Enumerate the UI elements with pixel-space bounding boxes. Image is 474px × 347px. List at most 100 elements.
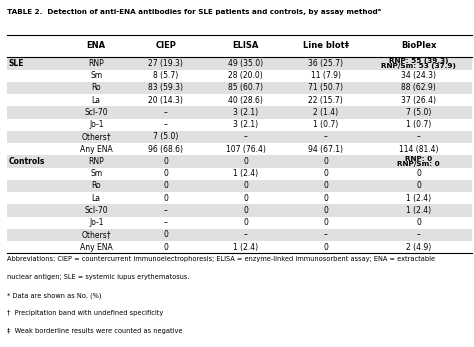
Text: 0: 0 [164,157,168,166]
Text: ELISA: ELISA [233,42,259,50]
Text: Any ENA: Any ENA [80,145,112,154]
Text: * Data are shown as No. (%): * Data are shown as No. (%) [7,292,101,299]
Text: 0: 0 [164,194,168,203]
Text: Sm: Sm [90,169,102,178]
Text: 0: 0 [323,169,328,178]
Text: RNP/Sm: 0: RNP/Sm: 0 [397,161,440,167]
Text: RNP: RNP [88,59,104,68]
Text: 0: 0 [416,169,421,178]
Text: RNP: RNP [88,157,104,166]
Bar [7,82,472,94]
Text: 11 (7.9): 11 (7.9) [311,71,341,80]
Text: SLE: SLE [9,59,24,68]
Text: 0: 0 [164,169,168,178]
Text: Line blot‡: Line blot‡ [303,42,349,50]
Text: 0: 0 [164,230,168,239]
Text: 27 (19.3): 27 (19.3) [148,59,183,68]
Text: –: – [164,120,168,129]
Text: 88 (62.9): 88 (62.9) [401,83,436,92]
Text: 0: 0 [243,206,248,215]
Text: Abbreviations: CIEP = countercurrent immunoelectrophoresis; ELISA = enzyme-linke: Abbreviations: CIEP = countercurrent imm… [7,256,435,262]
Bar [7,155,472,168]
Text: 0: 0 [323,194,328,203]
Text: –: – [244,230,248,239]
Text: 96 (68.6): 96 (68.6) [148,145,183,154]
Text: 1 (2.4): 1 (2.4) [233,169,258,178]
Text: –: – [417,133,420,141]
Text: Jo-1: Jo-1 [89,218,103,227]
Text: 1 (0.7): 1 (0.7) [406,120,431,129]
Text: 94 (67.1): 94 (67.1) [308,145,343,154]
Bar [7,106,472,119]
Text: 2 (4.9): 2 (4.9) [406,243,431,252]
Text: 0: 0 [243,194,248,203]
Text: –: – [324,230,328,239]
Text: CIEP: CIEP [155,42,176,50]
Text: 0: 0 [416,181,421,191]
Text: 22 (15.7): 22 (15.7) [309,96,343,105]
Text: 0: 0 [323,206,328,215]
Text: 7 (5.0): 7 (5.0) [406,108,431,117]
Text: 0: 0 [243,157,248,166]
Text: 0: 0 [243,181,248,191]
Text: 2 (1.4): 2 (1.4) [313,108,338,117]
Text: Others†: Others† [82,133,111,141]
Text: 1 (2.4): 1 (2.4) [233,243,258,252]
Text: –: – [244,133,248,141]
Text: –: – [417,230,420,239]
Text: Others†: Others† [82,230,111,239]
Text: RNP: 55 (39.3): RNP: 55 (39.3) [389,58,448,64]
Text: Controls: Controls [9,157,45,166]
Text: 20 (14.3): 20 (14.3) [148,96,183,105]
Text: 0: 0 [323,157,328,166]
Text: 114 (81.4): 114 (81.4) [399,145,438,154]
Text: –: – [324,133,328,141]
Text: Any ENA: Any ENA [80,243,112,252]
Text: Scl-70: Scl-70 [84,108,108,117]
Text: 37 (26.4): 37 (26.4) [401,96,436,105]
Text: RNP: 0: RNP: 0 [405,156,432,162]
Text: RNP/Sm: 53 (37.9): RNP/Sm: 53 (37.9) [381,63,456,69]
Text: Ro: Ro [91,181,101,191]
Text: nuclear antigen; SLE = systemic lupus erythematosus.: nuclear antigen; SLE = systemic lupus er… [7,274,190,280]
Bar [7,180,472,192]
Text: Jo-1: Jo-1 [89,120,103,129]
Bar [7,229,472,241]
Text: TABLE 2.  Detection of anti-ENA antibodies for SLE patients and controls, by ass: TABLE 2. Detection of anti-ENA antibodie… [7,9,381,15]
Bar [7,131,472,143]
Text: 0: 0 [164,243,168,252]
Text: 0: 0 [164,181,168,191]
Text: ENA: ENA [87,42,106,50]
Text: Sm: Sm [90,71,102,80]
Text: 0: 0 [323,218,328,227]
Text: ‡  Weak borderline results were counted as negative: ‡ Weak borderline results were counted a… [7,328,182,334]
Text: Scl-70: Scl-70 [84,206,108,215]
Text: 3 (2.1): 3 (2.1) [233,108,258,117]
Text: 0: 0 [243,218,248,227]
Text: –: – [164,206,168,215]
Text: 34 (24.3): 34 (24.3) [401,71,436,80]
Text: 28 (20.0): 28 (20.0) [228,71,263,80]
Text: 1 (2.4): 1 (2.4) [406,194,431,203]
Text: 49 (35.0): 49 (35.0) [228,59,264,68]
Text: 83 (59.3): 83 (59.3) [148,83,183,92]
Text: 40 (28.6): 40 (28.6) [228,96,263,105]
Text: 85 (60.7): 85 (60.7) [228,83,264,92]
Text: 1 (2.4): 1 (2.4) [406,206,431,215]
Text: 1 (0.7): 1 (0.7) [313,120,338,129]
Text: †  Precipitation band with undefined specificity: † Precipitation band with undefined spec… [7,310,164,316]
Text: Ro: Ro [91,83,101,92]
Text: BioPlex: BioPlex [401,42,437,50]
Text: 0: 0 [323,181,328,191]
Text: 8 (5.7): 8 (5.7) [153,71,178,80]
Text: 107 (76.4): 107 (76.4) [226,145,266,154]
Text: La: La [91,96,100,105]
Text: –: – [164,108,168,117]
Text: 3 (2.1): 3 (2.1) [233,120,258,129]
Text: –: – [164,218,168,227]
Text: La: La [91,194,100,203]
Text: 71 (50.7): 71 (50.7) [308,83,343,92]
Text: 36 (25.7): 36 (25.7) [308,59,343,68]
Text: 7 (5.0): 7 (5.0) [153,133,179,141]
Bar [7,57,472,69]
